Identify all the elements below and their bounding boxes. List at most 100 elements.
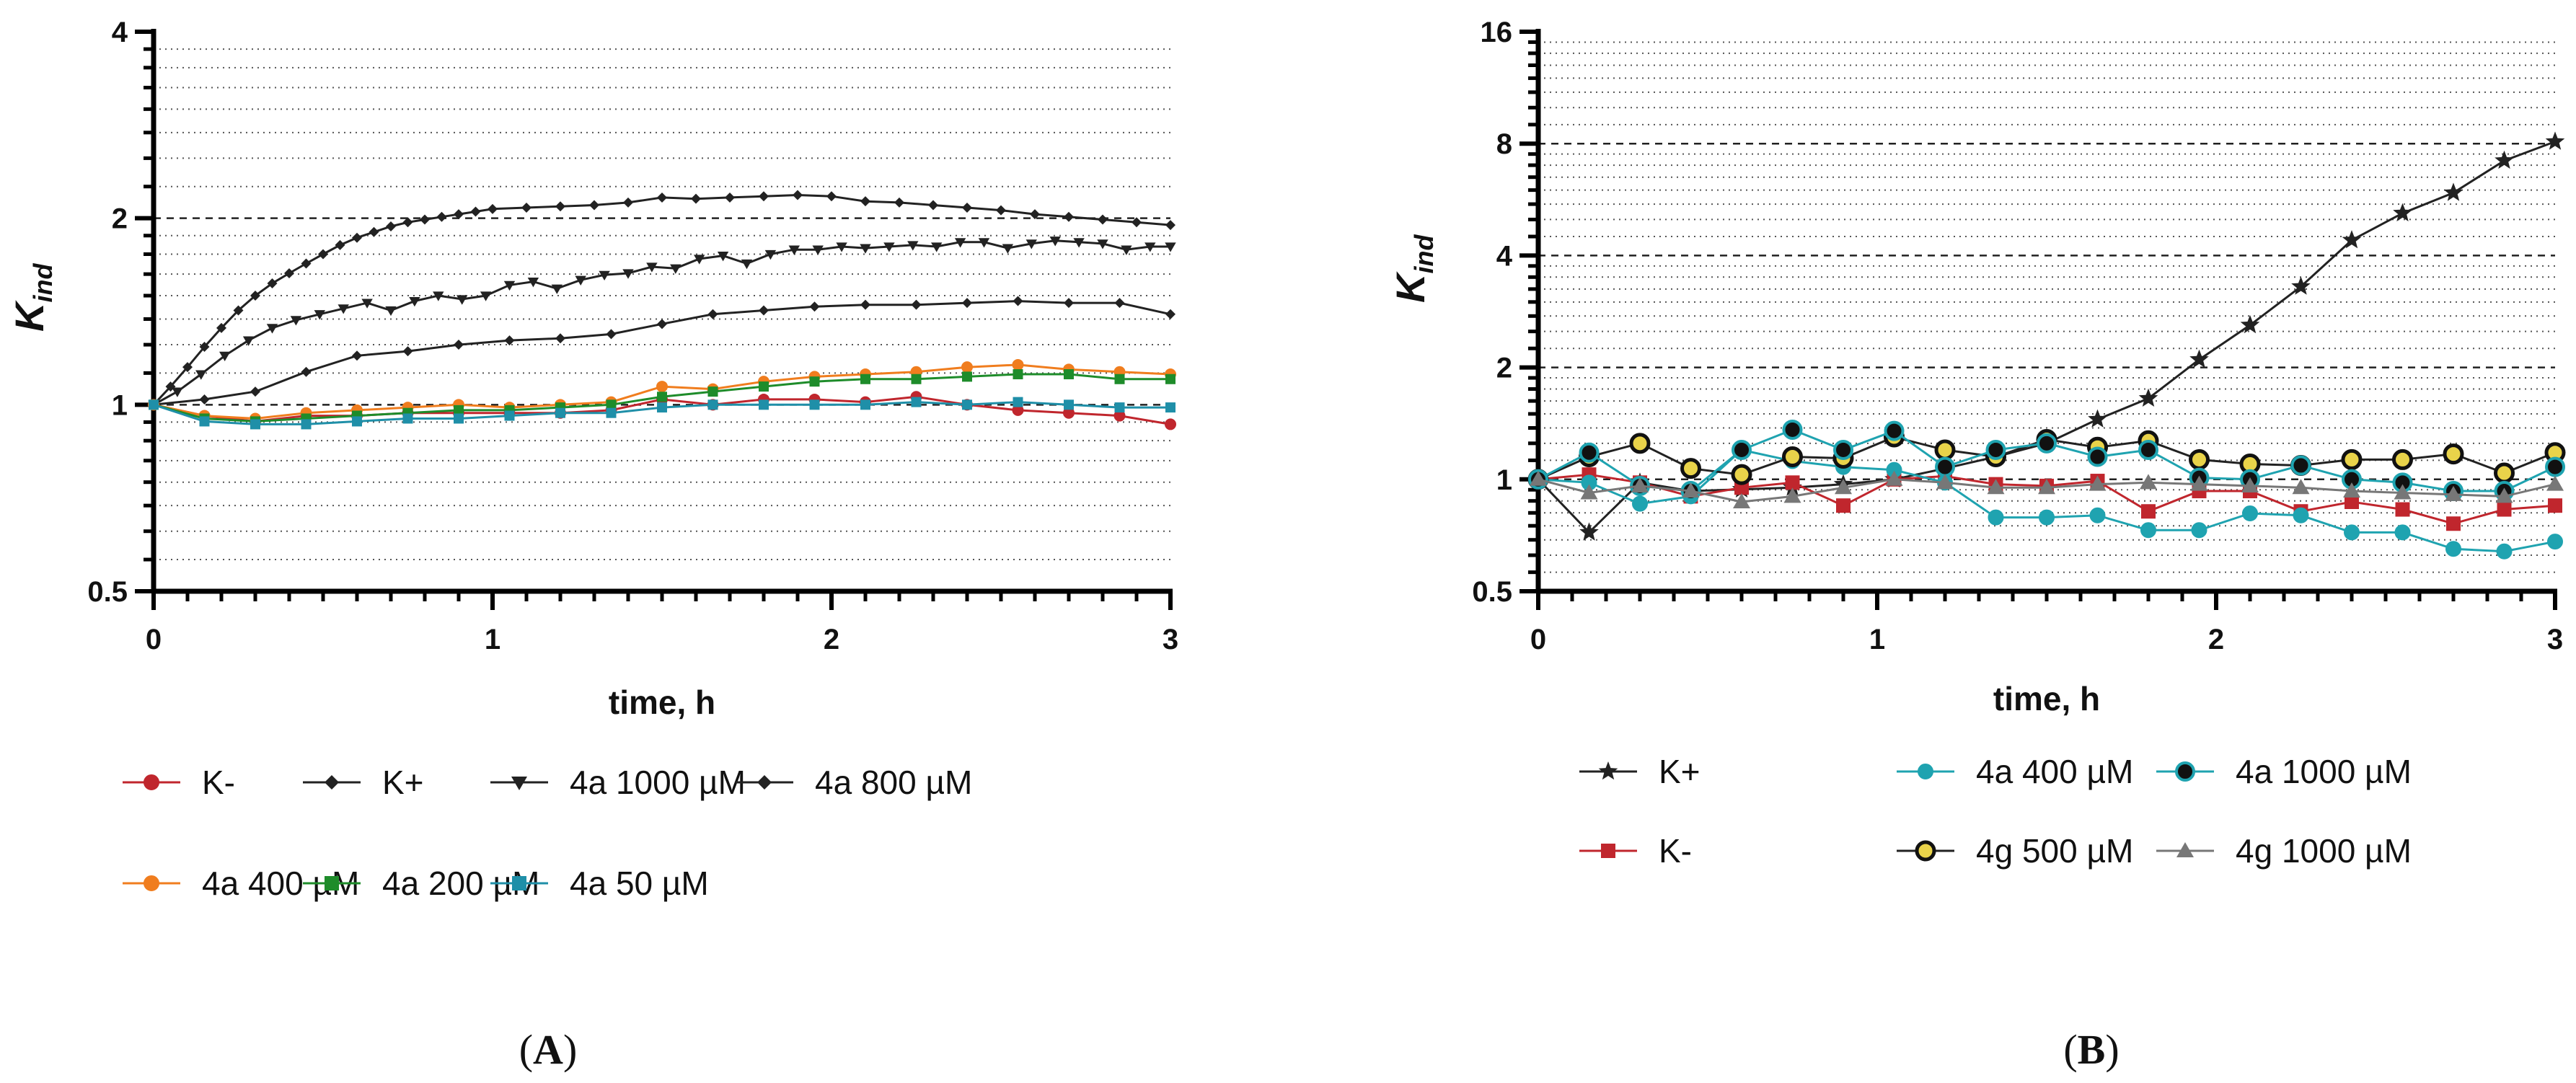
x-tick-label: 1 xyxy=(485,624,500,655)
data-point xyxy=(2140,474,2157,490)
data-point xyxy=(2545,456,2565,477)
data-point xyxy=(454,405,464,415)
data-point xyxy=(470,206,481,217)
legend-item: 4a 400 µM xyxy=(1897,753,2133,790)
data-point xyxy=(1013,397,1023,407)
legend-marker xyxy=(2176,842,2194,857)
y-tick-label: 2 xyxy=(112,203,128,235)
data-point xyxy=(290,316,302,326)
x-tick-label: 3 xyxy=(1163,624,1178,655)
data-point xyxy=(2342,230,2362,249)
data-point xyxy=(954,238,966,248)
data-point xyxy=(216,322,226,333)
y-axis-title: Kind xyxy=(6,263,58,332)
data-point xyxy=(2547,534,2563,550)
legend-label: 4a 1000 µM xyxy=(570,764,746,801)
data-point xyxy=(1885,470,1903,486)
legend-label: 4g 500 µM xyxy=(1976,832,2133,870)
legend-label: 4g 1000 µM xyxy=(2236,832,2412,870)
data-point xyxy=(503,280,516,291)
data-point xyxy=(725,192,735,203)
data-point xyxy=(301,258,312,269)
panel-label-open-paren: ( xyxy=(519,1026,533,1073)
data-point xyxy=(907,241,919,251)
data-point xyxy=(250,386,260,397)
data-point xyxy=(1165,242,1176,252)
x-tick-label: 0 xyxy=(1530,624,1546,655)
y-axis-title-subscript: ind xyxy=(1409,234,1439,274)
data-point xyxy=(2495,487,2513,503)
y-tick-label: 1 xyxy=(1496,464,1512,496)
data-point xyxy=(622,269,634,279)
data-point xyxy=(2038,479,2055,495)
data-point xyxy=(1165,418,1176,430)
panel-label: (B) xyxy=(2063,1026,2119,1073)
data-point xyxy=(707,386,718,397)
data-point xyxy=(2088,475,2107,491)
data-point xyxy=(1012,358,1024,371)
y-tick-label: 1 xyxy=(112,389,128,421)
legend-label: K- xyxy=(1659,832,1692,870)
data-point xyxy=(911,373,922,384)
chart-panel-a: 0.5 1 2 4 0 1 2 3 time, h Kind K- K+ 4a 1000 µM 4a 80… xyxy=(6,17,1178,1073)
data-point xyxy=(1013,369,1023,380)
data-point xyxy=(2394,524,2411,541)
data-point xyxy=(433,291,444,301)
data-point xyxy=(741,259,753,270)
data-point xyxy=(860,373,870,384)
data-point xyxy=(2138,439,2158,460)
y-axis-title: Kind xyxy=(1388,234,1439,303)
legend-item: K+ xyxy=(303,764,424,801)
data-point xyxy=(233,305,244,316)
data-point xyxy=(2293,507,2309,523)
y-tick-label: 16 xyxy=(1481,17,1513,48)
panel-label-letter: A xyxy=(533,1026,563,1073)
data-point xyxy=(551,284,563,294)
data-point xyxy=(2089,507,2106,523)
legend-marker xyxy=(757,775,772,790)
data-point xyxy=(1097,239,1108,249)
data-point xyxy=(521,203,531,213)
data-point xyxy=(1732,439,1752,460)
data-point xyxy=(1988,509,2004,526)
data-point xyxy=(657,319,667,330)
data-point xyxy=(606,329,617,340)
data-point xyxy=(2290,455,2311,476)
data-point xyxy=(250,291,260,301)
data-point xyxy=(962,371,972,382)
data-point xyxy=(2189,349,2209,368)
data-point xyxy=(1579,522,1599,541)
data-point xyxy=(1165,373,1175,384)
data-point xyxy=(1114,298,1125,309)
data-point xyxy=(1579,442,1600,463)
data-point xyxy=(1114,402,1125,413)
legend-item: 4g 1000 µM xyxy=(2156,832,2412,870)
data-point xyxy=(352,232,362,243)
data-point xyxy=(219,351,231,361)
data-point xyxy=(1073,238,1085,248)
data-point xyxy=(1144,242,1156,252)
y-tick-label: 4 xyxy=(112,17,128,48)
data-point xyxy=(1782,419,1803,440)
legend-label: 4a 800 µM xyxy=(815,764,972,801)
data-point xyxy=(2190,475,2208,491)
data-point xyxy=(182,362,193,373)
data-point xyxy=(318,249,328,260)
data-point xyxy=(694,255,705,265)
data-point xyxy=(1632,495,1648,512)
data-point xyxy=(2291,276,2311,295)
data-point xyxy=(962,399,972,410)
data-point xyxy=(2497,502,2512,517)
data-point xyxy=(793,190,803,200)
data-point xyxy=(2545,131,2565,150)
data-point xyxy=(1680,458,1701,479)
series-5 xyxy=(1530,470,2564,508)
data-point xyxy=(267,278,278,289)
data-point xyxy=(1731,464,1752,485)
data-point xyxy=(759,191,769,202)
legend-item: 4g 500 µM xyxy=(1897,832,2133,870)
legend-marker xyxy=(512,876,526,890)
y-tick-label: 8 xyxy=(1496,128,1512,160)
data-point xyxy=(504,335,515,346)
x-tick-label: 3 xyxy=(2547,624,2563,655)
